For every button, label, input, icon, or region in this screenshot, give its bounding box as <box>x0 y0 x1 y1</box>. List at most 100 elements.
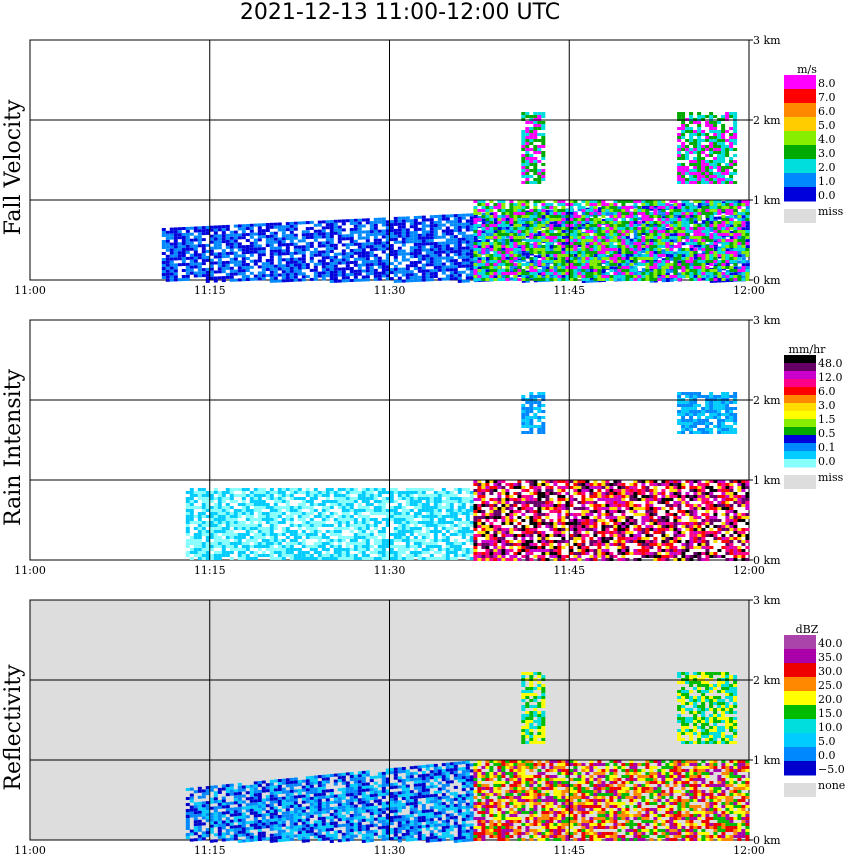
echo-cell <box>209 515 214 518</box>
echo-cell <box>669 215 674 218</box>
echo-cell <box>265 244 270 247</box>
echo-cell <box>209 252 214 256</box>
echo-cell <box>285 225 290 229</box>
echo-cell <box>645 209 650 212</box>
echo-cell <box>741 272 746 275</box>
echo-cell <box>709 224 714 227</box>
echo-cell <box>253 494 258 497</box>
echo-cell <box>673 203 678 206</box>
echo-cell <box>529 127 534 130</box>
echo-cell <box>201 256 206 260</box>
echo-cell <box>229 260 234 264</box>
legend-label: 7.0 <box>818 91 836 104</box>
echo-cell <box>677 136 682 139</box>
echo-cell <box>641 268 646 272</box>
echo-cell <box>661 221 666 224</box>
echo-cell <box>537 242 542 245</box>
echo-cell <box>273 252 278 256</box>
echo-cell <box>533 275 538 278</box>
echo-cell <box>221 252 226 256</box>
echo-cell <box>253 539 258 542</box>
echo-cell <box>549 230 554 233</box>
echo-cell <box>573 263 578 266</box>
echo-cell <box>341 234 346 238</box>
echo-cell <box>289 542 294 545</box>
echo-cell <box>357 224 362 228</box>
echo-cell <box>357 233 362 237</box>
echo-cell <box>505 269 510 272</box>
echo-cell <box>369 224 374 228</box>
echo-cell <box>589 257 594 260</box>
echo-cell <box>205 243 210 247</box>
echo-cell <box>729 218 734 221</box>
echo-cell <box>197 271 202 275</box>
legend-label: 8.0 <box>818 77 836 90</box>
echo-cell <box>549 209 554 213</box>
echo-cell <box>737 215 742 218</box>
echo-cell <box>265 512 270 515</box>
echo-cell <box>313 274 318 278</box>
echo-cell <box>709 218 714 221</box>
echo-cell <box>741 233 746 236</box>
echo-cell <box>261 277 266 281</box>
echo-cell <box>737 227 742 230</box>
echo-cell <box>429 278 434 282</box>
echo-cell <box>681 257 686 260</box>
echo-cell <box>593 200 598 203</box>
echo-cell <box>629 200 634 203</box>
echo-cell <box>445 277 450 281</box>
echo-cell <box>293 260 298 264</box>
echo-cell <box>629 278 634 281</box>
echo-cell <box>709 203 714 206</box>
echo-cell <box>525 255 530 259</box>
echo-cell <box>417 242 422 246</box>
echo-cell <box>365 242 370 246</box>
echo-cell <box>569 214 574 218</box>
echo-cell <box>229 233 234 237</box>
echo-cell <box>605 242 610 245</box>
echo-cell <box>433 260 438 263</box>
echo-cell <box>469 276 474 280</box>
echo-cell <box>537 148 542 151</box>
echo-cell <box>677 257 682 260</box>
echo-cell <box>329 256 334 259</box>
echo-cell <box>217 228 222 232</box>
echo-cell <box>461 270 466 274</box>
echo-cell <box>585 251 590 254</box>
echo-cell <box>521 263 526 266</box>
echo-cell <box>721 237 726 241</box>
echo-cell <box>693 212 698 215</box>
echo-cell <box>513 224 518 227</box>
echo-cell <box>717 200 722 203</box>
echo-cell <box>241 542 246 545</box>
echo-cell <box>269 279 274 283</box>
echo-cell <box>241 494 246 497</box>
echo-cell <box>417 275 422 279</box>
echo-cell <box>257 256 262 260</box>
echo-cell <box>473 278 478 281</box>
echo-cell <box>713 148 718 151</box>
echo-cell <box>209 527 214 530</box>
echo-cell <box>169 251 174 255</box>
echo-cell <box>537 151 542 154</box>
echo-cell <box>645 236 650 239</box>
echo-cell <box>501 245 506 248</box>
echo-cell <box>465 267 470 271</box>
echo-cell <box>605 278 610 281</box>
echo-cell <box>229 530 234 533</box>
echo-cell <box>289 236 294 240</box>
echo-cell <box>233 533 238 536</box>
echo-cell <box>377 271 382 275</box>
echo-cell <box>705 172 710 175</box>
echo-cell <box>193 500 198 503</box>
echo-cell <box>733 278 738 281</box>
echo-cell <box>621 212 626 215</box>
echo-cell <box>413 243 418 246</box>
echo-cell <box>305 236 310 240</box>
echo-cell <box>233 257 238 261</box>
echo-cell <box>245 527 250 530</box>
echo-cell <box>713 272 718 275</box>
echo-cell <box>265 268 270 271</box>
echo-cell <box>569 233 574 236</box>
echo-cell <box>325 268 330 272</box>
